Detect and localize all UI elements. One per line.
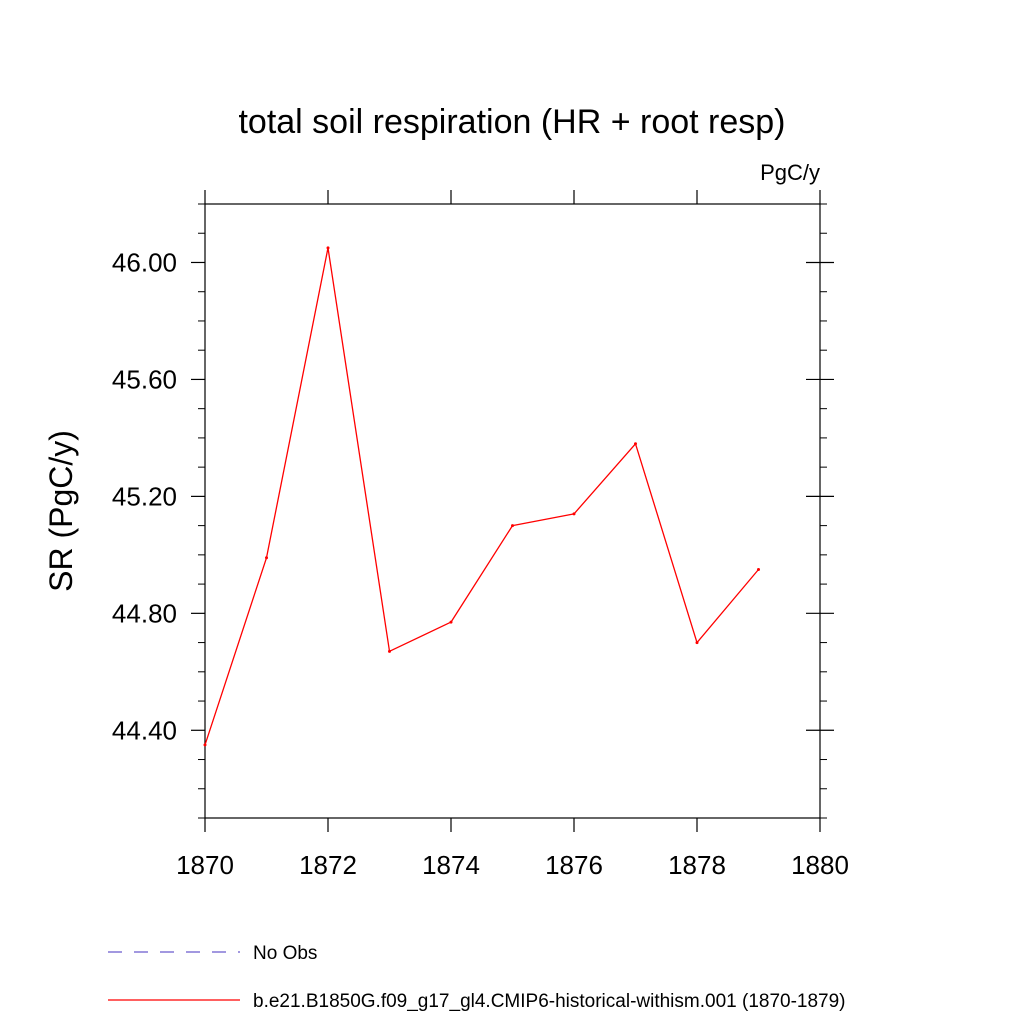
y-tick-label: 45.20 [112, 481, 177, 511]
x-tick-label: 1872 [299, 850, 357, 880]
data-point [388, 649, 391, 653]
data-point [511, 524, 514, 528]
data-point [326, 246, 330, 250]
data-point [572, 512, 576, 516]
data-series [203, 246, 760, 747]
x-tick-label: 1874 [422, 850, 480, 880]
axis-tick-labels: 1870 1872 1874 1876 1878 1880 44.40 44.80 45.20 4… [112, 247, 849, 880]
y-tick-label: 46.00 [112, 247, 177, 277]
data-point [757, 567, 760, 571]
y-tick-label: 44.40 [112, 715, 177, 745]
x-tick-label: 1876 [545, 850, 603, 880]
data-point [634, 442, 637, 446]
data-point [695, 641, 699, 645]
plot-frame [204, 203, 821, 819]
legend-label: b.e21.B1850G.f09_g17_gl4.CMIP6-historica… [253, 991, 846, 1012]
data-point [203, 743, 207, 747]
data-point [265, 556, 268, 560]
data-point [449, 620, 453, 624]
units-label: PgC/y [760, 160, 820, 185]
x-tick-label: 1870 [176, 850, 234, 880]
chart-title: total soil respiration (HR + root resp) [238, 103, 785, 141]
legend-label: No Obs [253, 943, 317, 964]
x-tick-label: 1878 [668, 850, 726, 880]
y-axis-label: SR (PgC/y) [43, 430, 79, 592]
axis-ticks [191, 190, 834, 832]
legend: No Obs b.e21.B1850G.f09_g17_gl4.CMIP6-his… [108, 943, 846, 1012]
y-tick-label: 44.80 [112, 598, 177, 628]
y-tick-label: 45.60 [112, 364, 177, 394]
x-tick-label: 1880 [791, 850, 849, 880]
series-line [204, 247, 759, 746]
